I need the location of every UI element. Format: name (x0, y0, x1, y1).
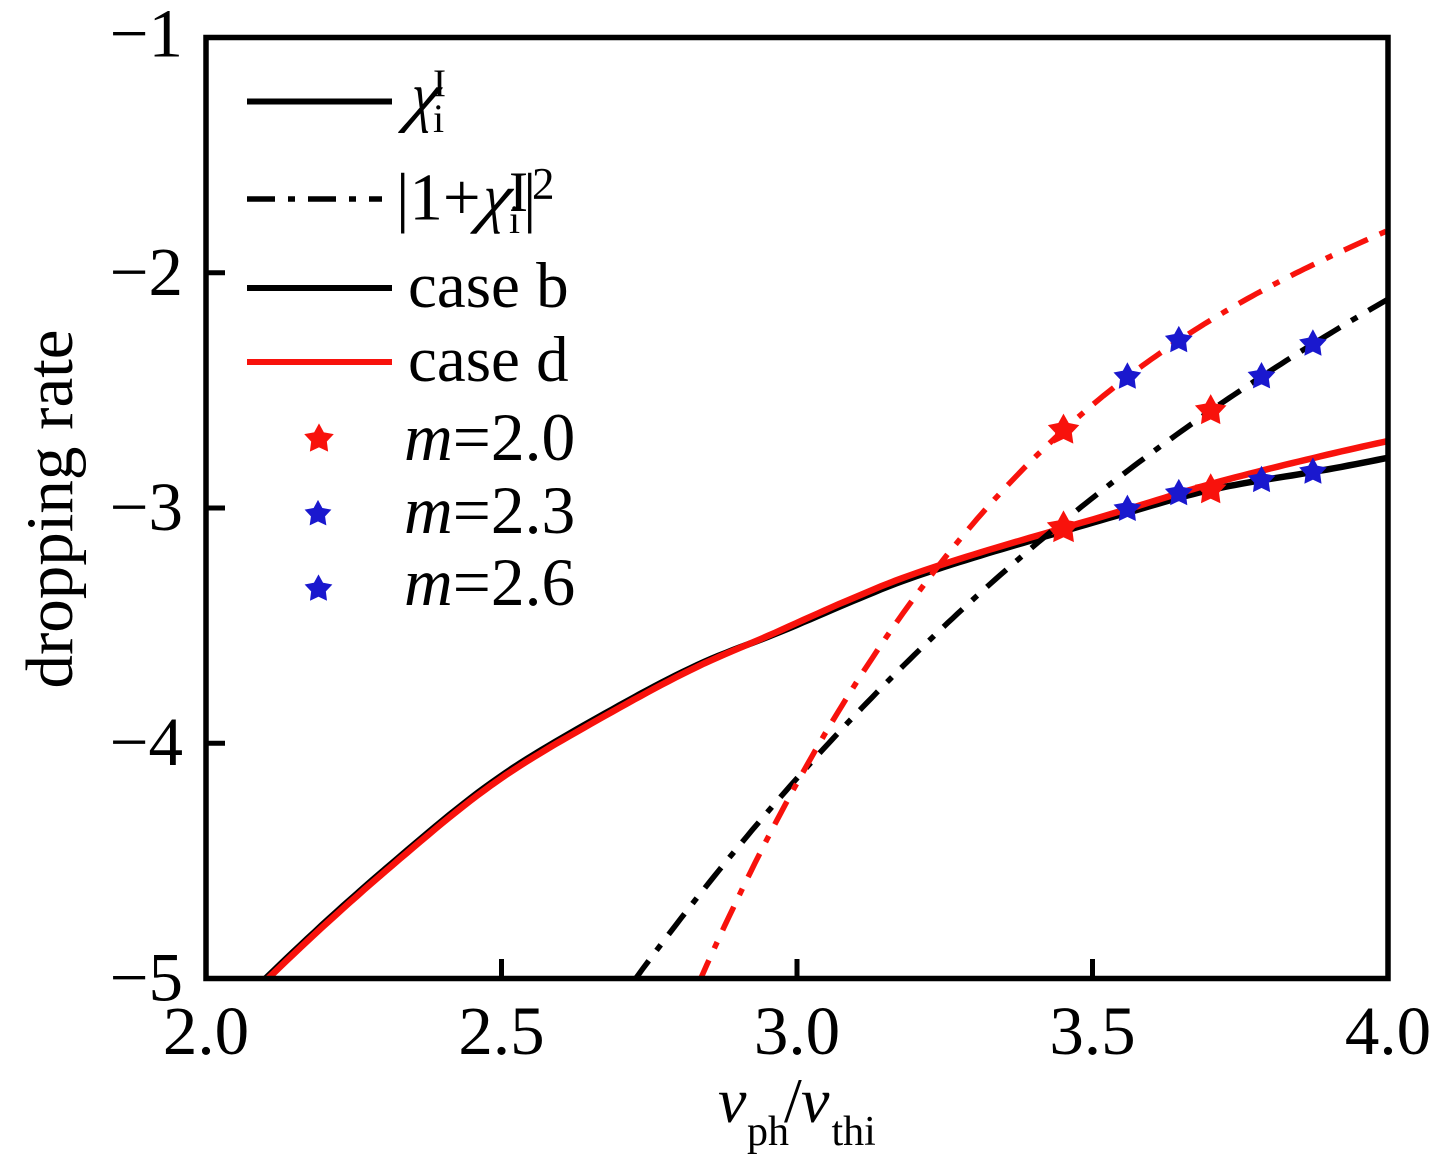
svg-text:ph: ph (747, 1109, 789, 1155)
svg-text:−3: −3 (110, 469, 183, 545)
svg-text:case d: case d (408, 324, 569, 396)
svg-text:v: v (801, 1065, 830, 1136)
svg-text:case b: case b (408, 250, 569, 322)
svg-text:3.5: 3.5 (1049, 993, 1135, 1069)
svg-text:3.0: 3.0 (754, 993, 840, 1069)
svg-text:/: / (784, 1065, 802, 1136)
svg-text:−5: −5 (110, 940, 183, 1016)
svg-text:|: | (523, 161, 536, 235)
svg-text:|1+: |1+ (396, 161, 481, 235)
svg-text:v: v (718, 1065, 747, 1136)
svg-text:−1: −1 (110, 0, 183, 72)
svg-text:4.0: 4.0 (1345, 993, 1431, 1069)
svg-text:dropping rate: dropping rate (13, 329, 87, 688)
svg-text:−4: −4 (110, 704, 183, 780)
svg-text:I: I (433, 62, 446, 105)
svg-text:−2: −2 (110, 234, 183, 310)
svg-text:m=2.0: m=2.0 (404, 400, 575, 475)
svg-text:thi: thi (832, 1109, 876, 1155)
svg-text:i: i (509, 197, 520, 242)
svg-text:2: 2 (532, 159, 555, 209)
svg-text:2.5: 2.5 (458, 993, 544, 1069)
svg-text:I: I (509, 161, 528, 224)
svg-text:m=2.3: m=2.3 (404, 473, 575, 548)
svg-text:m=2.6: m=2.6 (404, 545, 575, 620)
svg-text:2.0: 2.0 (163, 993, 249, 1069)
svg-text:i: i (433, 96, 444, 141)
